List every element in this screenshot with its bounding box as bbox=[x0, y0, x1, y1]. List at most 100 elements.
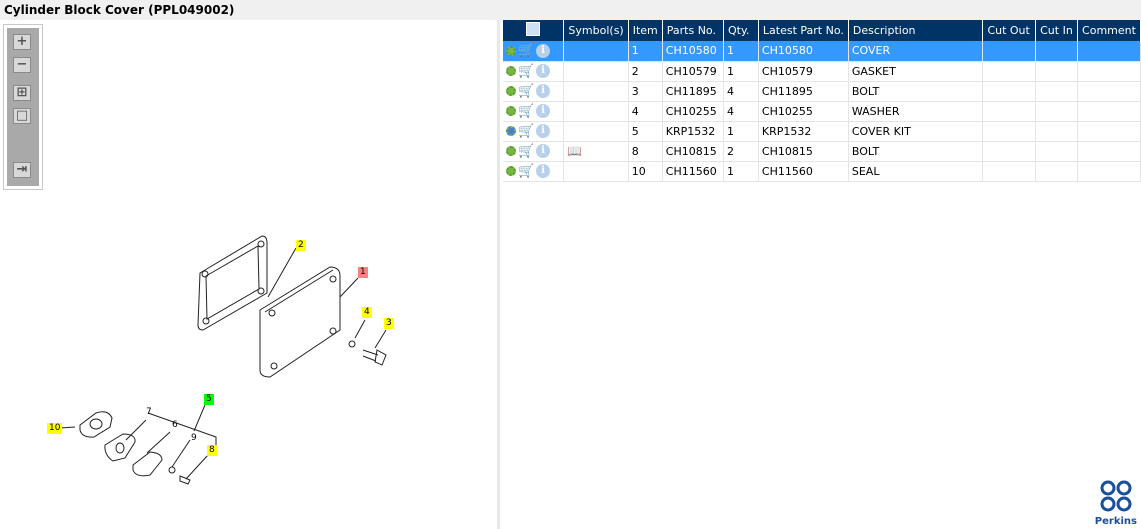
comment-cell bbox=[1077, 41, 1141, 62]
row-actions: 🛒 i bbox=[503, 161, 565, 182]
part-number-cell[interactable]: CH10255 bbox=[662, 101, 725, 122]
description-cell: GASKET bbox=[848, 61, 984, 82]
callout-2[interactable]: 2 bbox=[296, 240, 306, 251]
callout-5[interactable]: 5 bbox=[204, 394, 214, 405]
cut-in-cell bbox=[1035, 121, 1079, 142]
item-cell: 1 bbox=[628, 41, 663, 62]
callout-1[interactable]: 1 bbox=[358, 267, 368, 278]
part-number-cell[interactable]: CH11560 bbox=[662, 161, 725, 182]
part-number-cell[interactable]: CH11895 bbox=[662, 81, 725, 102]
item-cell: 10 bbox=[628, 161, 663, 182]
table-row[interactable]: 🛒 i 3 CH11895 4 CH11895 BOLT bbox=[503, 81, 1141, 102]
row-actions: 🛒 i bbox=[503, 61, 565, 82]
cart-icon[interactable]: 🛒 bbox=[518, 123, 535, 139]
qty-cell: 4 bbox=[723, 81, 759, 102]
book-search-icon[interactable]: 📖 bbox=[567, 144, 583, 158]
gear-icon[interactable] bbox=[506, 66, 516, 76]
cut-in-cell bbox=[1035, 101, 1079, 122]
table-row[interactable]: 🛒 i 10 CH11560 1 CH11560 SEAL bbox=[503, 161, 1141, 182]
comment-cell bbox=[1077, 141, 1141, 162]
table-row[interactable]: 🛒 i 1 CH10580 1 CH10580 COVER bbox=[503, 41, 1141, 62]
row-actions: 🛒 i bbox=[503, 121, 565, 142]
cart-icon[interactable]: 🛒 bbox=[518, 103, 535, 119]
comment-cell bbox=[1077, 101, 1141, 122]
header-search-parts[interactable] bbox=[503, 20, 565, 41]
symbol-cell bbox=[563, 81, 629, 102]
symbol-cell bbox=[563, 41, 629, 62]
cart-icon[interactable]: 🛒 bbox=[518, 83, 535, 99]
fit-view-button[interactable]: ⊞ bbox=[13, 85, 31, 101]
info-icon[interactable]: i bbox=[536, 164, 550, 178]
table-row[interactable]: 🛒 i 📖 8 CH10815 2 CH10815 BOLT bbox=[503, 141, 1141, 162]
cart-icon[interactable]: 🛒 bbox=[518, 43, 535, 59]
callout-9: 9 bbox=[191, 433, 197, 443]
search-icon[interactable] bbox=[526, 22, 541, 36]
callout-8[interactable]: 8 bbox=[207, 445, 217, 456]
cut-in-cell bbox=[1035, 61, 1079, 82]
column-header[interactable]: Qty. bbox=[723, 20, 759, 41]
gear-icon[interactable] bbox=[506, 106, 516, 116]
info-icon[interactable]: i bbox=[536, 43, 550, 58]
info-icon[interactable]: i bbox=[536, 124, 550, 138]
info-icon[interactable]: i bbox=[536, 84, 550, 98]
part-number-cell[interactable]: CH10580 bbox=[662, 41, 725, 62]
export-button[interactable]: ⇥ bbox=[13, 162, 31, 178]
column-header[interactable]: Cut Out bbox=[982, 20, 1037, 41]
column-header[interactable]: Parts No. bbox=[662, 20, 725, 41]
info-icon[interactable]: i bbox=[536, 144, 550, 158]
qty-cell: 1 bbox=[723, 61, 759, 82]
table-row[interactable]: 🛒 i 2 CH10579 1 CH10579 GASKET bbox=[503, 61, 1141, 82]
description-cell: BOLT bbox=[848, 141, 984, 162]
latest-part-cell: CH10815 bbox=[758, 141, 849, 162]
callout-7: 7 bbox=[146, 407, 152, 417]
callout-4[interactable]: 4 bbox=[362, 307, 372, 318]
info-icon[interactable]: i bbox=[536, 104, 550, 118]
comment-cell bbox=[1077, 161, 1141, 182]
callout-3[interactable]: 3 bbox=[384, 318, 394, 329]
callout-6: 6 bbox=[172, 420, 178, 430]
comment-cell bbox=[1077, 81, 1141, 102]
row-actions: 🛒 i bbox=[503, 41, 565, 62]
column-header[interactable]: Latest Part No. bbox=[758, 20, 849, 41]
row-actions: 🛒 i bbox=[503, 101, 565, 122]
cut-out-cell bbox=[982, 161, 1037, 182]
table-row[interactable]: 🛒 i 4 CH10255 4 CH10255 WASHER bbox=[503, 101, 1141, 122]
latest-part-cell: CH11560 bbox=[758, 161, 849, 182]
zoom-in-button[interactable]: + bbox=[13, 34, 31, 50]
gear-icon[interactable] bbox=[506, 45, 516, 56]
cut-in-cell bbox=[1035, 141, 1079, 162]
column-header[interactable]: Cut In bbox=[1035, 20, 1079, 41]
part-number-cell[interactable]: CH10579 bbox=[662, 61, 725, 82]
actual-size-button[interactable]: □ bbox=[13, 108, 31, 124]
zoom-out-button[interactable]: − bbox=[13, 57, 31, 73]
column-header[interactable]: Description bbox=[848, 20, 984, 41]
table-row[interactable]: 🛒 i 5 KRP1532 1 KRP1532 COVER KIT bbox=[503, 121, 1141, 142]
gear-icon[interactable] bbox=[506, 86, 516, 96]
callout-10[interactable]: 10 bbox=[47, 423, 63, 434]
cart-icon[interactable]: 🛒 bbox=[518, 143, 535, 159]
cut-out-cell bbox=[982, 141, 1037, 162]
column-header[interactable]: Comment bbox=[1077, 20, 1141, 41]
item-cell: 5 bbox=[628, 121, 663, 142]
item-cell: 8 bbox=[628, 141, 663, 162]
qty-cell: 1 bbox=[723, 41, 759, 62]
item-cell: 3 bbox=[628, 81, 663, 102]
column-header[interactable]: Item bbox=[628, 20, 663, 41]
latest-part-cell: CH10580 bbox=[758, 41, 849, 62]
gear-icon[interactable] bbox=[506, 166, 516, 176]
cart-icon[interactable]: 🛒 bbox=[518, 163, 535, 179]
gear-icon[interactable] bbox=[506, 146, 516, 156]
part-number-cell[interactable]: CH10815 bbox=[662, 141, 725, 162]
cart-icon[interactable]: 🛒 bbox=[518, 63, 535, 79]
symbol-cell bbox=[563, 121, 629, 142]
kit-gears-icon[interactable] bbox=[506, 126, 516, 136]
item-cell: 4 bbox=[628, 101, 663, 122]
latest-part-cell: CH10579 bbox=[758, 61, 849, 82]
part-number-cell[interactable]: KRP1532 bbox=[662, 121, 725, 142]
column-header[interactable]: Symbol(s) bbox=[563, 20, 629, 41]
perkins-logo: Perkins bbox=[1095, 479, 1137, 527]
info-icon[interactable]: i bbox=[536, 64, 550, 78]
description-cell: WASHER bbox=[848, 101, 984, 122]
qty-cell: 1 bbox=[723, 161, 759, 182]
cut-out-cell bbox=[982, 121, 1037, 142]
